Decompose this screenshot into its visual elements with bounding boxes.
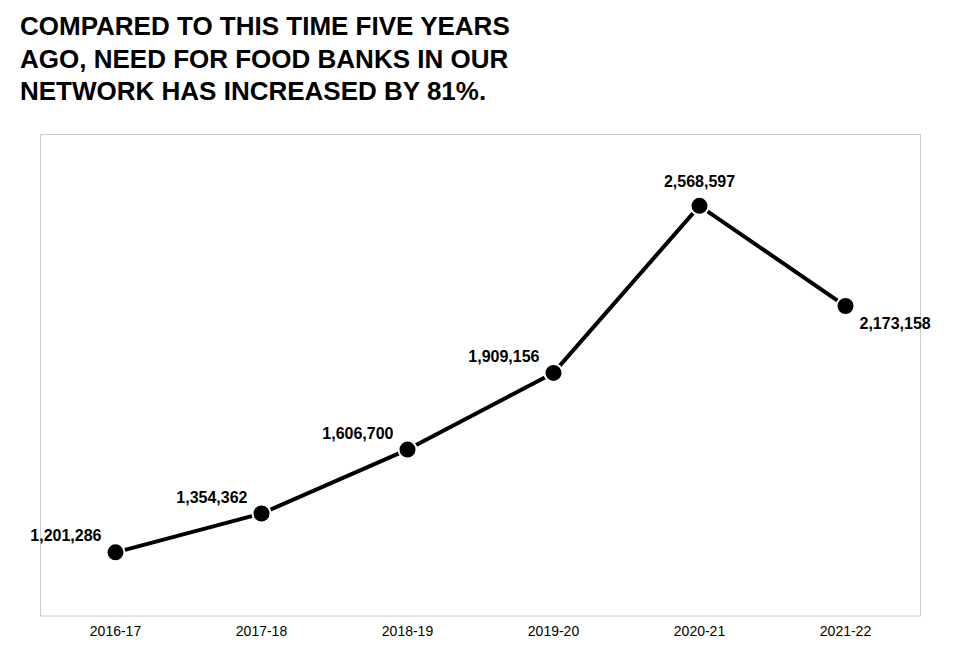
svg-text:1,606,700: 1,606,700 (322, 424, 393, 441)
svg-text:1,354,362: 1,354,362 (176, 488, 247, 505)
svg-text:2,173,158: 2,173,158 (860, 315, 931, 332)
svg-text:1,909,156: 1,909,156 (468, 348, 539, 365)
svg-text:2016-17: 2016-17 (90, 622, 142, 638)
svg-text:2017-18: 2017-18 (236, 622, 288, 638)
svg-text:2021-22: 2021-22 (820, 622, 872, 638)
svg-text:2020-21: 2020-21 (674, 622, 726, 638)
svg-text:2018-19: 2018-19 (382, 622, 434, 638)
svg-text:2019-20: 2019-20 (528, 622, 580, 638)
html-text:COMPARED TO THIS TIME FIVE YEA: COMPARED TO THIS TIME FIVE YEARS AGO, NE… (20, 11, 510, 106)
svg-text:1,201,286: 1,201,286 (30, 527, 101, 544)
svg-text:2,568,597: 2,568,597 (664, 172, 735, 189)
